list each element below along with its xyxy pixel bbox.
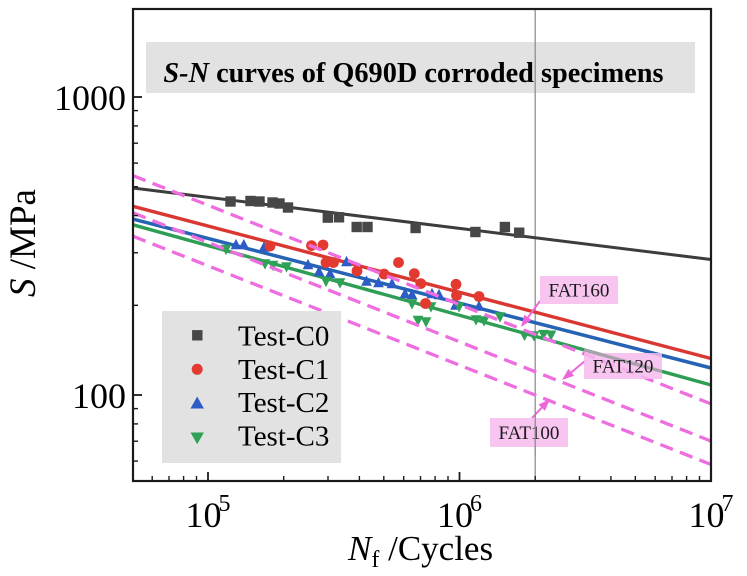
svg-text:Test-C1: Test-C1 <box>238 354 329 386</box>
svg-text:10: 10 <box>689 495 725 535</box>
svg-text:Test-C2: Test-C2 <box>238 387 329 419</box>
svg-text:6: 6 <box>470 491 482 517</box>
svg-text:10: 10 <box>186 495 222 535</box>
svg-text:1000: 1000 <box>54 78 126 118</box>
svg-text:10: 10 <box>437 495 473 535</box>
svg-text:FAT160: FAT160 <box>549 281 610 302</box>
svg-text:7: 7 <box>722 491 734 517</box>
svg-text:Test-C3: Test-C3 <box>238 420 329 452</box>
svg-text:5: 5 <box>219 491 231 517</box>
svg-text:FAT120: FAT120 <box>593 357 654 378</box>
svg-text:FAT100: FAT100 <box>499 423 560 444</box>
svg-text:Test-C0: Test-C0 <box>238 321 329 353</box>
svg-text:Nf /Cycles: Nf /Cycles <box>347 529 493 573</box>
svg-text:S /MPa: S /MPa <box>3 189 44 297</box>
svg-text:100: 100 <box>72 376 126 416</box>
svg-text:S-N curves of Q690D corroded s: S-N curves of Q690D corroded specimens <box>163 58 663 89</box>
